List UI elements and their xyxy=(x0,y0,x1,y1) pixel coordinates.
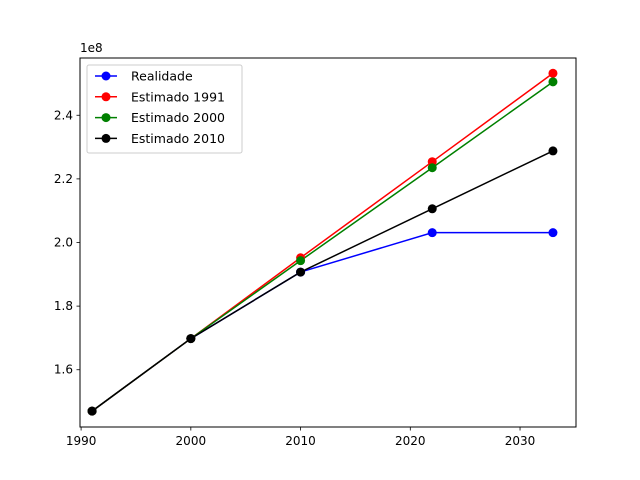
legend-label-0: Realidade xyxy=(131,69,193,84)
series-1-point-4 xyxy=(548,68,558,78)
series-0-point-3 xyxy=(427,228,437,238)
series-2-point-4 xyxy=(548,77,558,87)
y-tick-label: 1.6 xyxy=(54,363,73,377)
y-offset-label: 1e8 xyxy=(80,41,103,55)
legend-label-2: Estimado 2000 xyxy=(131,110,225,125)
legend-marker-0 xyxy=(101,71,111,81)
series-3-point-0 xyxy=(87,406,97,416)
legend-marker-3 xyxy=(101,133,111,143)
legend-label-1: Estimado 1991 xyxy=(131,89,225,104)
y-tick-label: 1.8 xyxy=(54,299,73,313)
series-2-point-2 xyxy=(296,256,306,266)
y-tick-label: 2.0 xyxy=(54,236,73,250)
series-3-point-1 xyxy=(186,334,196,344)
series-3-point-4 xyxy=(548,146,558,156)
series-3-point-2 xyxy=(296,267,306,277)
series-3-point-3 xyxy=(427,204,437,214)
x-tick-label: 2010 xyxy=(285,434,316,448)
series-2-point-3 xyxy=(427,163,437,173)
legend: Realidade Estimado 1991 Estimado 2000 Estim… xyxy=(86,64,243,154)
x-tick-label: 2020 xyxy=(395,434,426,448)
legend-label-3: Estimado 2010 xyxy=(131,131,225,146)
series-markers xyxy=(87,68,558,416)
x-tick-label: 2000 xyxy=(176,434,207,448)
x-axis: 1990 2000 2010 2020 2030 xyxy=(66,427,535,448)
legend-marker-2 xyxy=(101,113,111,123)
legend-box xyxy=(86,64,243,154)
x-tick-label: 1990 xyxy=(66,434,97,448)
y-tick-label: 2.4 xyxy=(54,108,73,122)
y-axis: 1.6 1.8 2.0 2.2 2.4 xyxy=(54,108,80,377)
series-0-point-4 xyxy=(548,228,558,238)
y-tick-label: 2.2 xyxy=(54,172,73,186)
legend-marker-1 xyxy=(101,92,111,102)
x-tick-label: 2030 xyxy=(505,434,536,448)
